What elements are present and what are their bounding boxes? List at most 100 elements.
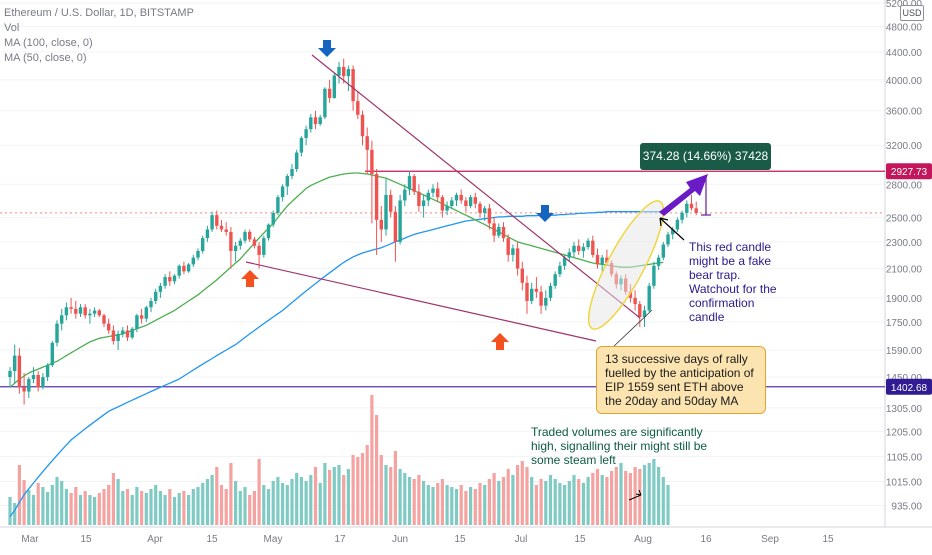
volume-bar bbox=[624, 471, 628, 525]
volume-bar bbox=[46, 492, 50, 525]
volume-bar bbox=[191, 489, 195, 525]
candle-body bbox=[121, 330, 125, 334]
candle-body bbox=[562, 257, 567, 266]
volume-bar bbox=[60, 481, 64, 525]
candle-body bbox=[210, 215, 214, 230]
x-tick-label: 15 bbox=[206, 534, 218, 545]
candle-body bbox=[88, 313, 92, 316]
candle-body bbox=[638, 304, 642, 317]
volume-bar bbox=[323, 463, 327, 525]
volume-bar bbox=[125, 489, 130, 525]
volume-bar bbox=[511, 475, 515, 525]
candle-body bbox=[473, 197, 477, 204]
currency-badge[interactable]: USD bbox=[900, 5, 924, 21]
volume-bar bbox=[271, 481, 275, 525]
candle-body bbox=[487, 208, 492, 224]
volume-bar bbox=[93, 497, 97, 525]
candle-body bbox=[577, 245, 581, 251]
candle-body bbox=[628, 291, 633, 298]
candle-body bbox=[64, 307, 69, 316]
candle-body bbox=[229, 231, 233, 251]
volume-bar bbox=[450, 487, 454, 525]
drawings[interactable] bbox=[241, 40, 711, 501]
candle-body bbox=[600, 257, 604, 265]
volume-bar bbox=[332, 467, 336, 525]
volume-bar bbox=[459, 485, 463, 525]
y-tick-label: 4400.00 bbox=[886, 48, 923, 59]
x-tick-label: 15 bbox=[822, 534, 834, 545]
candle-body bbox=[125, 330, 130, 338]
volume-bar bbox=[567, 481, 571, 525]
volume-bar bbox=[22, 480, 26, 525]
candle-body bbox=[591, 240, 595, 255]
candle-body bbox=[633, 297, 637, 305]
candle-body bbox=[360, 114, 365, 137]
volume-bar bbox=[257, 459, 261, 525]
candle-body bbox=[17, 355, 22, 388]
candle-body bbox=[233, 245, 238, 251]
candle-body bbox=[431, 188, 435, 193]
volume-bar bbox=[88, 495, 92, 525]
candle-body bbox=[553, 274, 557, 286]
volume-bar bbox=[318, 483, 322, 525]
volume-bar bbox=[64, 489, 68, 525]
volume-bar bbox=[614, 467, 618, 525]
candle-body bbox=[27, 379, 31, 392]
x-tick-label: Aug bbox=[634, 534, 652, 545]
candle-body bbox=[22, 387, 26, 392]
candle-body bbox=[445, 206, 449, 211]
volume-bar bbox=[351, 455, 355, 525]
legend-ma100[interactable]: MA (100, close, 0) bbox=[4, 37, 93, 49]
volume-bar bbox=[13, 503, 17, 525]
legend-vol[interactable]: Vol bbox=[4, 22, 20, 34]
candle-body bbox=[379, 219, 383, 230]
candle-body bbox=[107, 323, 111, 331]
y-tick-label: 1750.00 bbox=[886, 318, 923, 329]
volume-bar bbox=[370, 395, 374, 525]
volume-bar bbox=[219, 485, 224, 525]
candle-body bbox=[168, 277, 172, 282]
volume-bar bbox=[234, 481, 238, 525]
volume-bar bbox=[426, 485, 430, 525]
volume-bar bbox=[619, 463, 623, 525]
y-tick-label: 4800.00 bbox=[886, 22, 923, 33]
candle-body bbox=[238, 240, 242, 246]
candle-body bbox=[205, 229, 210, 239]
y-tick-label: 4000.00 bbox=[886, 76, 923, 87]
volume-bar bbox=[55, 477, 59, 525]
volume-bar bbox=[313, 467, 318, 525]
volume-bar bbox=[97, 493, 101, 525]
price-label-box bbox=[886, 378, 932, 395]
candle-body bbox=[666, 234, 670, 245]
volume-bar bbox=[478, 483, 482, 525]
volume-bar bbox=[539, 479, 543, 525]
candle-body bbox=[290, 169, 294, 177]
candle-body bbox=[558, 265, 562, 275]
volume-bar bbox=[581, 483, 585, 525]
candle-body bbox=[327, 88, 332, 98]
volume-bar bbox=[436, 483, 440, 525]
volume-bar bbox=[600, 475, 604, 525]
candle-body bbox=[149, 300, 153, 308]
legend-ma50[interactable]: MA (50, close, 0) bbox=[4, 52, 87, 64]
volume-bar bbox=[384, 465, 388, 525]
candle-body bbox=[346, 69, 351, 77]
candle-body bbox=[539, 291, 543, 306]
legend-title[interactable]: Ethereum / U.S. Dollar, 1D, BITSTAMP bbox=[4, 7, 194, 19]
y-tick-label: 1900.00 bbox=[886, 294, 923, 305]
volume-bar bbox=[657, 467, 661, 525]
volume-bar bbox=[201, 483, 205, 525]
volume-bar bbox=[290, 479, 294, 525]
volume-bar bbox=[530, 477, 534, 525]
x-tick-label: Jun bbox=[392, 534, 408, 545]
candle-body bbox=[224, 229, 228, 232]
annotation-red-candle: This red candle might be a fake bear tra… bbox=[689, 240, 777, 324]
candle-body bbox=[525, 282, 529, 301]
candle-body bbox=[595, 254, 600, 265]
volume-bar bbox=[487, 479, 491, 525]
volume-bar bbox=[492, 473, 496, 525]
candle-body bbox=[374, 174, 379, 220]
x-tick-label: Sep bbox=[761, 534, 779, 545]
